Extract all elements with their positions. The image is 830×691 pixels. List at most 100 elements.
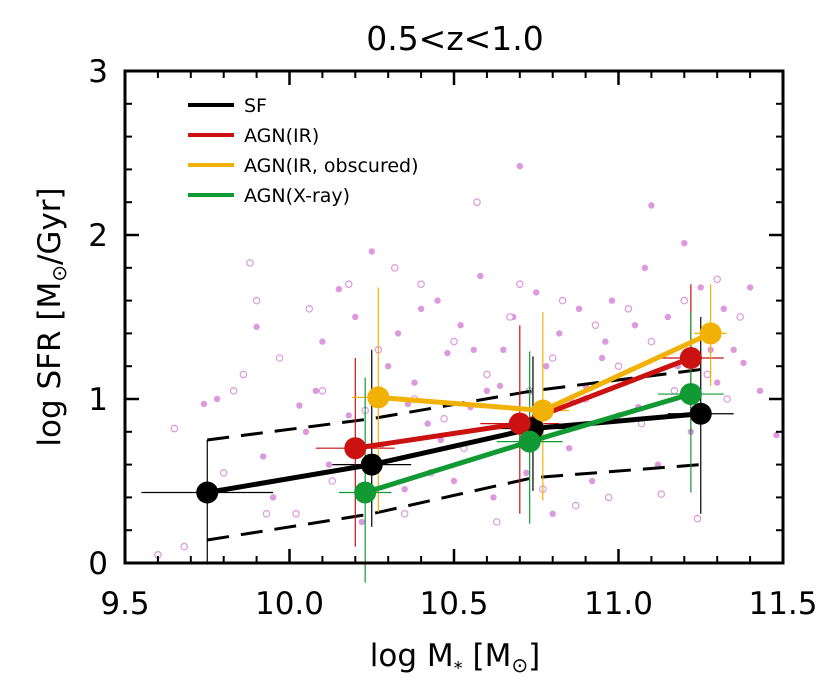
agn-x-ray-point	[679, 383, 702, 406]
sf-point	[360, 453, 383, 476]
background-point-filled	[385, 363, 392, 370]
legend-label-sf: SF	[244, 95, 267, 117]
background-point-filled	[664, 313, 672, 321]
background-point-open	[417, 280, 425, 289]
background-point-open	[624, 304, 633, 313]
agn-ir-point	[508, 412, 531, 435]
background-point-filled	[470, 346, 477, 353]
background-point-open	[515, 280, 524, 289]
background-point-filled	[312, 387, 320, 394]
background-point-filled	[335, 285, 343, 293]
background-point-open	[450, 337, 458, 346]
background-point-filled	[565, 445, 573, 452]
background-point-filled	[720, 305, 727, 312]
background-point-filled	[358, 518, 366, 526]
legend-label-agn-x-ray: AGN(X-ray)	[244, 185, 350, 207]
background-point-open	[506, 313, 514, 321]
y-axis-label-sub: ⊙	[47, 265, 71, 282]
background-point-open	[305, 304, 314, 313]
background-point-open	[180, 542, 189, 551]
agn-x-ray-point	[518, 430, 541, 453]
background-point-filled	[394, 330, 402, 337]
background-point-filled	[368, 248, 375, 255]
background-point-filled	[213, 395, 221, 403]
background-point-filled	[648, 202, 655, 209]
agn-x-ray-point	[354, 481, 377, 504]
background-point-filled	[401, 486, 408, 493]
x-tick-label: 11.0	[584, 586, 653, 622]
background-point-filled	[437, 436, 445, 444]
background-point-open	[713, 275, 722, 284]
background-point-filled	[496, 382, 504, 390]
series-points	[196, 322, 722, 504]
background-point-filled	[352, 313, 359, 321]
background-point-open	[318, 386, 327, 395]
background-point-filled	[575, 305, 583, 312]
y-tick-label: 2	[88, 218, 108, 254]
agn-ir-point	[344, 437, 367, 460]
background-point-open	[246, 259, 254, 267]
background-point-open	[604, 493, 613, 502]
y-tick-label: 1	[88, 382, 108, 418]
background-point-filled	[730, 346, 737, 353]
background-point-filled	[556, 330, 563, 337]
background-point-open	[571, 501, 580, 510]
agn-ir-point	[679, 347, 702, 369]
x-axis-unit-sub: ⊙	[511, 653, 528, 677]
background-point-open	[275, 354, 284, 362]
background-point-open	[548, 354, 557, 362]
background-point-open	[558, 296, 567, 305]
background-point-open	[252, 296, 261, 305]
background-point-open	[262, 509, 271, 518]
background-point-open	[723, 395, 731, 403]
background-point-filled	[746, 284, 754, 291]
background-point-open	[239, 370, 248, 379]
background-point-open	[483, 370, 491, 379]
background-point-filled	[542, 363, 550, 370]
background-point-filled	[500, 346, 507, 353]
sf-point	[689, 402, 712, 425]
background-point-filled	[424, 420, 431, 427]
y-tick-label: 0	[88, 546, 108, 582]
background-point-filled	[253, 323, 260, 331]
background-point-open	[440, 414, 448, 423]
background-point-open	[736, 313, 745, 321]
y-axis-ticks: 0 1 2 3	[88, 54, 783, 582]
background-point-filled	[523, 469, 530, 476]
x-axis-label-sub: *	[454, 658, 463, 679]
background-point-filled	[490, 494, 497, 501]
x-tick-label: 10.0	[255, 586, 324, 622]
x-tick-label: 9.5	[100, 586, 149, 622]
background-point-open	[591, 321, 600, 330]
x-axis-label-main: log M	[370, 638, 454, 674]
background-point-open	[614, 362, 623, 371]
y-axis-unit: /Gyr]	[32, 187, 68, 265]
background-point-open	[292, 509, 300, 518]
x-axis-ticks: 9.5 10.0 10.5 11.0 11.5	[100, 71, 818, 622]
background-point-filled	[756, 387, 764, 394]
background-point-filled	[434, 297, 441, 304]
background-point-filled	[457, 322, 464, 329]
background-point-filled	[325, 461, 333, 468]
background-point-filled	[477, 272, 484, 280]
agn-ir-obscured-point	[699, 322, 722, 345]
background-point-open	[344, 280, 353, 289]
background-point-open	[170, 424, 179, 433]
sf-scatter-band	[207, 367, 701, 542]
x-tick-label: 10.5	[419, 586, 488, 622]
sf-band-lower-line	[207, 463, 701, 542]
background-point-filled	[549, 510, 556, 517]
background-point-filled	[411, 379, 418, 386]
x-axis-unit-close: ]	[528, 638, 540, 674]
background-point-filled	[417, 305, 425, 312]
background-point-filled	[319, 338, 326, 345]
background-point-filled	[345, 412, 352, 419]
background-point-filled	[714, 379, 721, 386]
background-point-open	[219, 468, 228, 477]
background-point-filled	[200, 400, 208, 408]
background-point-open	[680, 296, 689, 305]
background-point-filled	[598, 354, 606, 362]
x-axis-unit: [M	[473, 638, 512, 674]
background-point-filled	[302, 428, 310, 435]
